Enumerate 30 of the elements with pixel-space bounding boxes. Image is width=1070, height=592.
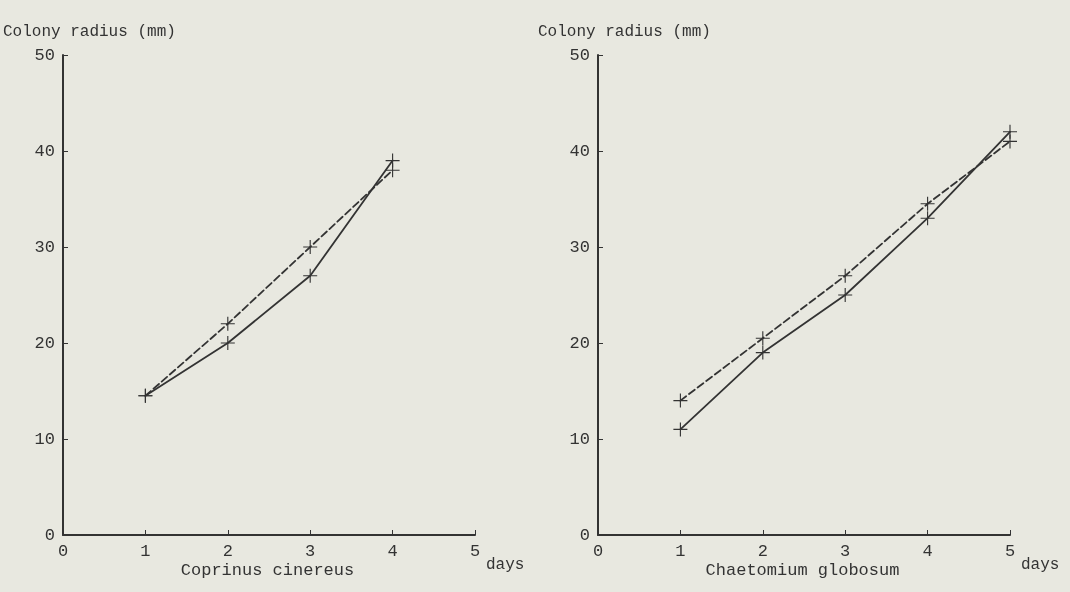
y-tick-label: 50 <box>34 45 55 65</box>
text: Chaetomium globosum <box>705 561 900 580</box>
y-axis-title: Colony radius (mm) <box>3 23 176 41</box>
x-tick-label: 5 <box>469 542 481 561</box>
y-tick-label: 50 <box>569 45 590 65</box>
x-tick-label: 0 <box>57 542 69 561</box>
y-tick-label: 30 <box>569 237 590 257</box>
y-tick-label: 20 <box>34 333 55 353</box>
y-tick-label: 0 <box>44 525 55 545</box>
x-tick-label: 3 <box>305 542 316 561</box>
x-tick-label: 2 <box>757 542 768 561</box>
x-tick-label: 1 <box>675 542 686 561</box>
y-tick-label: 10 <box>34 429 55 449</box>
y-axis-title: Colony radius (mm) <box>538 23 711 41</box>
x-tick-label: 4 <box>387 542 398 561</box>
x-axis-title: days <box>1021 556 1060 574</box>
y-tick-label: 40 <box>34 141 55 161</box>
x-tick-label: 1 <box>140 542 151 561</box>
x-tick-label: 0 <box>592 542 604 561</box>
x-tick-label: 4 <box>922 542 933 561</box>
x-tick-label: 5 <box>1004 542 1016 561</box>
x-tick-label: 2 <box>222 542 233 561</box>
y-tick-label: 40 <box>569 141 590 161</box>
y-tick-label: 10 <box>569 429 590 449</box>
text: Coprinus cinereus <box>180 561 355 580</box>
x-tick-label: 3 <box>840 542 851 561</box>
y-tick-label: 0 <box>579 525 590 545</box>
x-axis-title: days <box>486 556 525 574</box>
y-tick-label: 20 <box>569 333 590 353</box>
y-tick-label: 30 <box>34 237 55 257</box>
